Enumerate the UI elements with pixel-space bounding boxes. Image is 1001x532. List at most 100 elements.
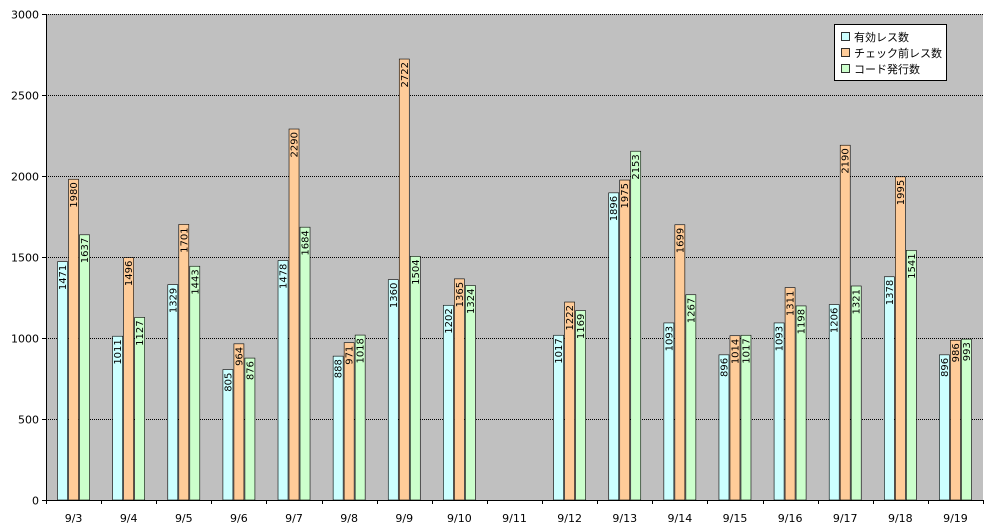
x-tick-label: 9/11 [502,512,527,525]
data-label: 1478 [279,264,290,289]
bar [674,224,686,501]
x-axis-ticks: 9/3 9/4 9/5 9/6 9/7 9/8 9/9 9/10 9/11 9/12 9/13 9/1… [46,500,984,525]
data-label: 1378 [885,280,896,305]
bar [895,176,906,501]
x-tick-label: 9/13 [612,512,637,525]
data-label: 971 [345,346,356,365]
y-tick-label: 1000 [11,333,39,346]
data-label: 1169 [576,314,587,339]
bar [850,285,862,501]
x-tick-label: 9/18 [888,512,913,525]
data-label: 1360 [389,283,400,308]
legend-label: コード発行数 [854,62,920,76]
bar [784,287,796,501]
bar [167,284,179,501]
legend-swatch [841,48,850,57]
data-label: 1017 [554,338,565,363]
y-tick-label: 500 [18,414,39,427]
data-label: 1206 [830,308,841,333]
data-label: 1684 [301,230,312,255]
data-label: 1018 [356,338,367,363]
bar [277,260,289,501]
legend-swatch [841,64,850,73]
data-label: 1267 [686,298,697,323]
bar [387,279,399,501]
bar [398,58,410,501]
bars: 1471198016371011149611271329170114438059… [57,58,973,501]
bar [409,256,421,501]
data-label: 896 [719,358,730,377]
data-label: 2722 [400,62,411,87]
data-label: 1637 [80,238,91,263]
bar [57,261,68,501]
data-label: 805 [223,373,234,392]
legend-swatch [841,32,850,41]
data-label: 1329 [168,288,179,313]
data-label: 1093 [664,326,675,351]
bar [343,342,355,501]
x-tick-label: 9/5 [175,512,193,525]
bar [454,278,465,501]
data-label: 1496 [124,261,135,286]
data-label: 1980 [69,182,80,207]
bar [299,226,311,501]
data-label: 2190 [841,148,852,173]
x-tick-label: 9/7 [285,512,303,525]
x-tick-label: 9/16 [778,512,803,525]
data-label: 1541 [907,253,918,278]
bar [950,339,961,501]
data-label: 1011 [113,339,124,364]
x-tick-label: 9/19 [943,512,968,525]
data-label: 888 [334,359,345,378]
y-tick-label: 2500 [11,90,39,103]
x-tick-label: 9/8 [340,512,358,525]
legend-label: 有効レス数 [854,30,909,44]
bar [68,178,79,501]
y-tick-label: 0 [32,495,39,508]
x-tick-label: 9/9 [395,512,413,525]
gridlines [46,14,983,420]
bar [619,179,631,501]
y-tick-label: 3000 [11,9,39,22]
data-label: 1443 [190,269,201,294]
data-label: 1127 [135,320,146,345]
data-label: 964 [234,347,245,366]
bar [189,265,201,501]
data-label: 1896 [609,196,620,221]
bar [630,150,642,501]
data-label: 1202 [444,308,455,333]
x-tick-label: 9/6 [230,512,248,525]
data-label: 2153 [631,154,642,179]
data-label: 1093 [775,326,786,351]
bar [123,257,134,501]
data-label: 1222 [565,305,576,330]
legend-box [834,24,947,81]
data-label: 993 [962,342,973,361]
data-label: 1504 [411,259,422,284]
axes [46,14,983,501]
data-label: 1471 [58,265,69,290]
bar [178,224,190,501]
data-label: 1701 [179,227,190,252]
x-tick-label: 9/14 [668,512,693,525]
data-label: 1975 [620,183,631,208]
y-tick-label: 1500 [11,252,39,265]
data-label: 1311 [786,291,797,316]
x-tick-label: 9/3 [65,512,83,525]
data-label: 1321 [852,289,863,314]
x-tick-label: 9/4 [120,512,138,525]
data-label: 1324 [466,289,477,314]
bar [839,144,851,501]
data-label: 2290 [290,132,301,157]
bar [465,285,476,501]
x-tick-label: 9/10 [447,512,472,525]
data-label: 986 [951,343,962,362]
bar [564,301,575,501]
data-label: 1017 [741,338,752,363]
bar [79,234,90,501]
legend-label: チェック前レス数 [854,46,942,60]
x-tick-label: 9/15 [723,512,748,525]
bar [906,250,917,501]
x-tick-label: 9/17 [833,512,858,525]
